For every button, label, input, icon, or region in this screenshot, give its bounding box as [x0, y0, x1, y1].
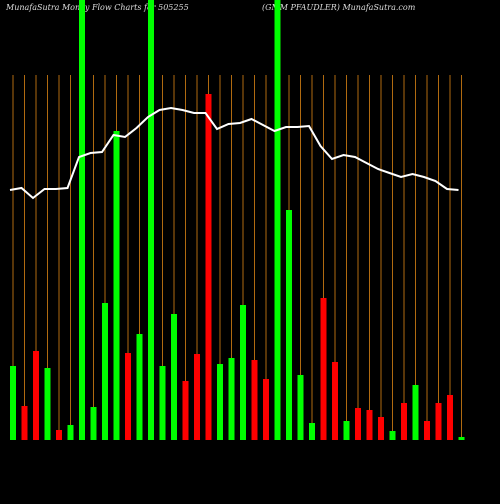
- bar: [320, 298, 327, 440]
- bar: [332, 362, 338, 440]
- bar: [286, 210, 292, 440]
- bar: [251, 360, 258, 440]
- bar: [171, 314, 177, 440]
- bar: [205, 94, 212, 440]
- bar: [67, 425, 74, 440]
- bar: [355, 408, 361, 440]
- bar: [217, 364, 223, 440]
- bar: [297, 375, 304, 440]
- money-flow-line: [9, 106, 459, 200]
- bar: [378, 417, 384, 440]
- bar: [136, 334, 143, 440]
- bar: [148, 0, 154, 440]
- bar: [21, 406, 28, 440]
- bar: [125, 353, 131, 440]
- bar: [412, 385, 419, 440]
- bar: [401, 403, 407, 440]
- bar: [263, 379, 269, 440]
- bar: [56, 430, 62, 440]
- bar: [240, 305, 246, 440]
- bar: [389, 431, 396, 440]
- chart-subtitle: (GMM PFAUDLER) MunafaSutra.com: [262, 3, 416, 12]
- bar: [113, 131, 120, 440]
- bar: [228, 358, 235, 440]
- bar: [458, 437, 465, 440]
- bar: [274, 0, 281, 440]
- bar: [309, 423, 315, 440]
- bar: [79, 0, 85, 440]
- bar: [33, 351, 39, 440]
- bar: [424, 421, 430, 440]
- bar: [447, 395, 453, 440]
- bar: [194, 354, 200, 440]
- bar: [44, 368, 51, 440]
- bar: [159, 366, 166, 440]
- bar: [343, 421, 350, 440]
- bar: [366, 410, 373, 440]
- chart-title: MunafaSutra Money Flow Charts for 505255: [5, 3, 189, 12]
- bar: [10, 366, 16, 440]
- bar: [90, 407, 97, 440]
- bar: [102, 303, 108, 440]
- bar: [435, 403, 442, 440]
- bar: [182, 381, 189, 440]
